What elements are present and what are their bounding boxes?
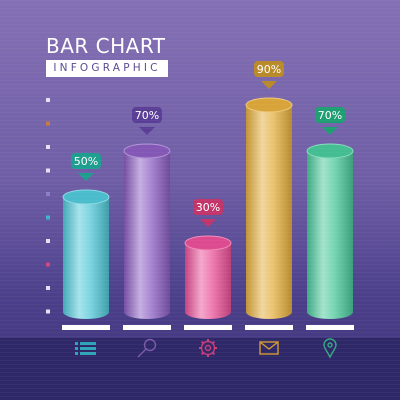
bar-cylinder-top (245, 97, 293, 113)
value-badge-pointer (322, 127, 338, 135)
value-badge-pointer (200, 219, 216, 227)
axis-marker (46, 239, 50, 243)
axis-marker (46, 98, 50, 102)
value-badge (315, 107, 345, 123)
category-baseline (306, 325, 354, 330)
page-subtitle: INFOGRAPHIC (46, 60, 168, 77)
category-baseline (123, 325, 171, 330)
axis-marker (46, 192, 50, 196)
gear-icon (199, 339, 217, 357)
page-title: BAR CHART (46, 34, 166, 58)
axis-marker (46, 286, 50, 290)
value-badge-pointer (139, 127, 155, 135)
axis-marker (46, 145, 50, 149)
value-label: 70% (135, 109, 159, 122)
value-badge (193, 199, 223, 215)
axis-marker (46, 121, 50, 126)
bar-cylinder-top (184, 235, 232, 251)
axis-marker (46, 262, 50, 267)
axis-marker (46, 309, 50, 314)
value-badge (132, 107, 162, 123)
category-baseline (245, 325, 293, 330)
location-pin-icon (323, 338, 337, 359)
bar-cylinder (307, 151, 353, 319)
search-icon (137, 338, 157, 358)
value-label: 50% (74, 155, 98, 168)
value-label: 30% (196, 201, 220, 214)
value-badge-pointer (261, 81, 277, 89)
value-badge-pointer (78, 173, 94, 181)
value-badge (71, 153, 101, 169)
axis-marker (46, 168, 50, 173)
bar-cylinder (63, 197, 109, 319)
mail-icon (259, 341, 279, 355)
bar-cylinder-top (123, 143, 171, 159)
list-icon (75, 342, 96, 355)
value-label: 70% (318, 109, 342, 122)
bar-cylinder (246, 105, 292, 319)
bar-cylinder (185, 243, 231, 319)
value-badge (254, 61, 284, 77)
axis-marker (46, 215, 50, 220)
bar-cylinder-top (306, 143, 354, 159)
value-label: 90% (257, 63, 281, 76)
bar-cylinder-top (62, 189, 110, 205)
category-baseline (184, 325, 232, 330)
bar-cylinder (124, 151, 170, 319)
category-baseline (62, 325, 110, 330)
